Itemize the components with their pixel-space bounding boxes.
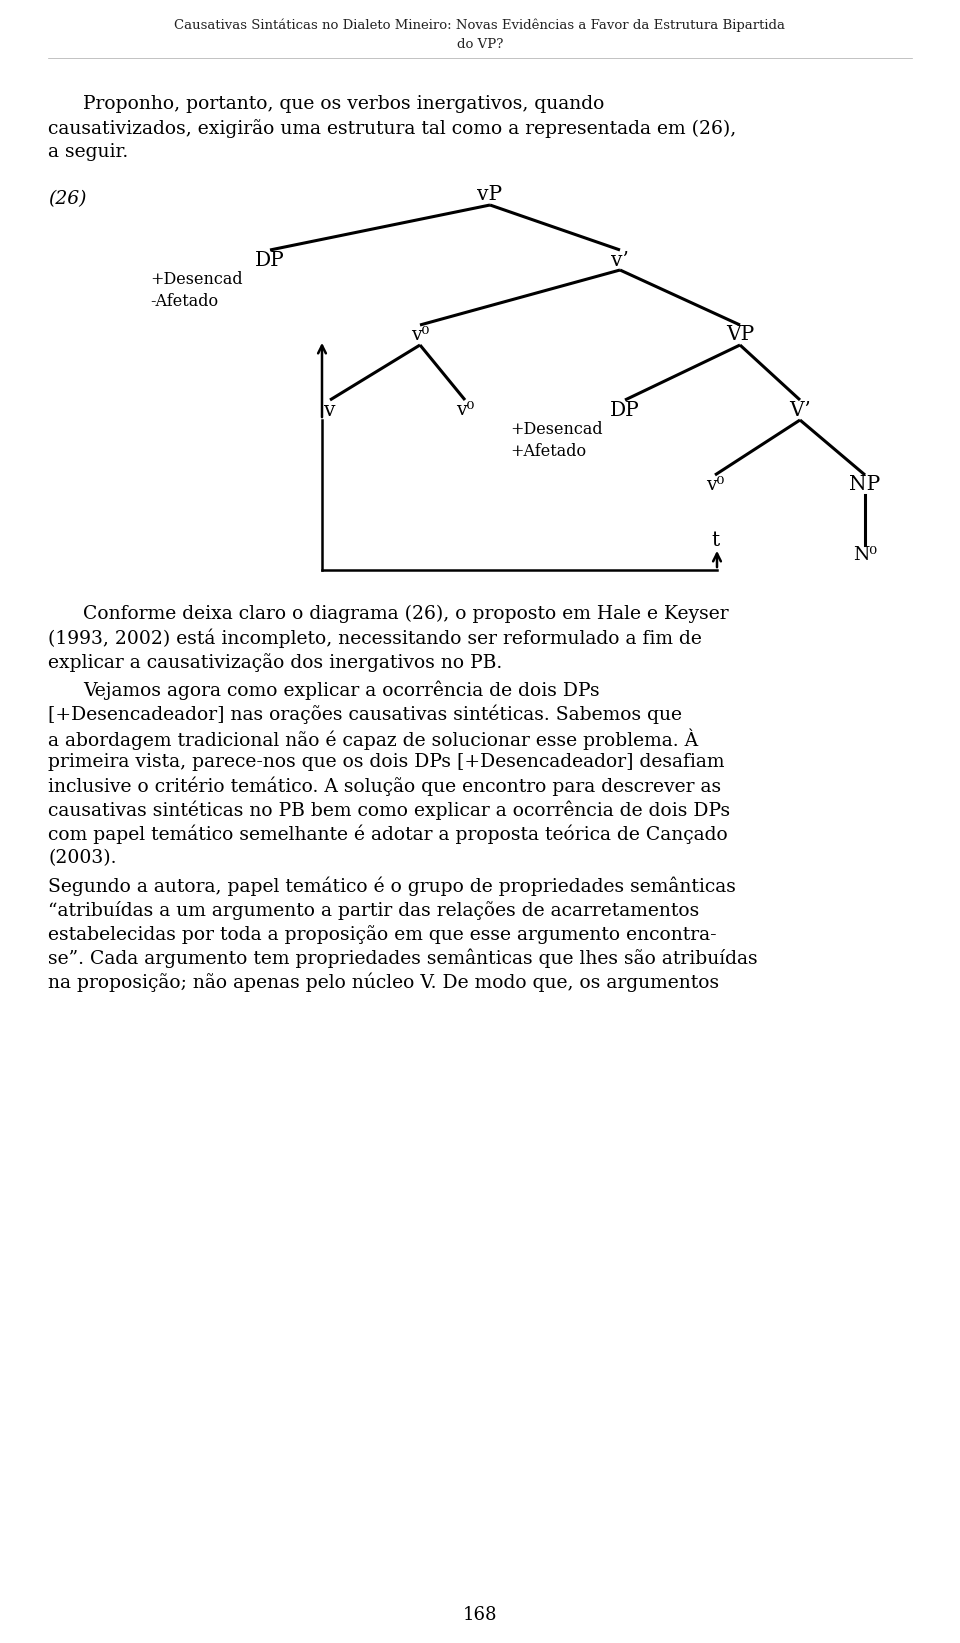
Text: v’: v’ (612, 250, 629, 269)
Text: (2003).: (2003). (48, 849, 116, 868)
Text: “atribuídas a um argumento a partir das relações de acarretamentos: “atribuídas a um argumento a partir das … (48, 900, 699, 920)
Text: +Desencad: +Desencad (150, 271, 243, 289)
Text: Proponho, portanto, que os verbos inergativos, quando: Proponho, portanto, que os verbos inerga… (83, 95, 605, 113)
Text: v⁰: v⁰ (411, 325, 429, 343)
Text: N⁰: N⁰ (853, 545, 877, 564)
Text: (26): (26) (48, 191, 86, 209)
Text: Segundo a autora, papel temático é o grupo de propriedades semânticas: Segundo a autora, papel temático é o gru… (48, 877, 736, 897)
Text: V’: V’ (789, 401, 811, 419)
Text: VP: VP (726, 325, 755, 345)
Text: com papel temático semelhante é adotar a proposta teórica de Cançado: com papel temático semelhante é adotar a… (48, 825, 728, 845)
Text: primeira vista, parece-nos que os dois DPs [+Desencadeador] desafiam: primeira vista, parece-nos que os dois D… (48, 752, 725, 771)
Text: se”. Cada argumento tem propriedades semânticas que lhes são atribuídas: se”. Cada argumento tem propriedades sem… (48, 950, 757, 968)
Text: +Desencad: +Desencad (510, 422, 603, 439)
Text: do VP?: do VP? (457, 38, 503, 51)
Text: DP: DP (611, 401, 640, 419)
Text: v: v (324, 401, 336, 419)
Text: a abordagem tradicional não é capaz de solucionar esse problema. À: a abordagem tradicional não é capaz de s… (48, 729, 698, 751)
Text: +Afetado: +Afetado (510, 444, 587, 460)
Text: causativas sintéticas no PB bem como explicar a ocorrência de dois DPs: causativas sintéticas no PB bem como exp… (48, 802, 731, 820)
Text: inclusive o critério temático. A solução que encontro para descrever as: inclusive o critério temático. A solução… (48, 777, 721, 797)
Text: a seguir.: a seguir. (48, 143, 129, 161)
Text: Conforme deixa claro o diagrama (26), o proposto em Hale e Keyser: Conforme deixa claro o diagrama (26), o … (83, 605, 729, 623)
Text: Causativas Sintáticas no Dialeto Mineiro: Novas Evidências a Favor da Estrutura : Causativas Sintáticas no Dialeto Mineiro… (175, 18, 785, 31)
Text: NP: NP (850, 475, 880, 495)
Text: v⁰: v⁰ (456, 401, 474, 419)
Text: explicar a causativização dos inergativos no PB.: explicar a causativização dos inergativo… (48, 652, 502, 672)
Text: t: t (710, 531, 719, 549)
Text: DP: DP (255, 250, 285, 269)
Text: v⁰: v⁰ (706, 476, 724, 495)
Text: causativizados, exigirão uma estrutura tal como a representada em (26),: causativizados, exigirão uma estrutura t… (48, 118, 736, 138)
Text: vP: vP (477, 186, 503, 204)
Text: Vejamos agora como explicar a ocorrência de dois DPs: Vejamos agora como explicar a ocorrência… (83, 680, 600, 700)
Text: estabelecidas por toda a proposição em que esse argumento encontra-: estabelecidas por toda a proposição em q… (48, 925, 716, 945)
Text: -Afetado: -Afetado (150, 294, 218, 311)
Text: (1993, 2002) está incompleto, necessitando ser reformulado a fim de: (1993, 2002) está incompleto, necessitan… (48, 629, 702, 649)
Text: [+Desencadeador] nas orações causativas sintéticas. Sabemos que: [+Desencadeador] nas orações causativas … (48, 705, 682, 725)
Text: na proposição; não apenas pelo núcleo V. De modo que, os argumentos: na proposição; não apenas pelo núcleo V.… (48, 973, 719, 992)
Text: 168: 168 (463, 1605, 497, 1623)
